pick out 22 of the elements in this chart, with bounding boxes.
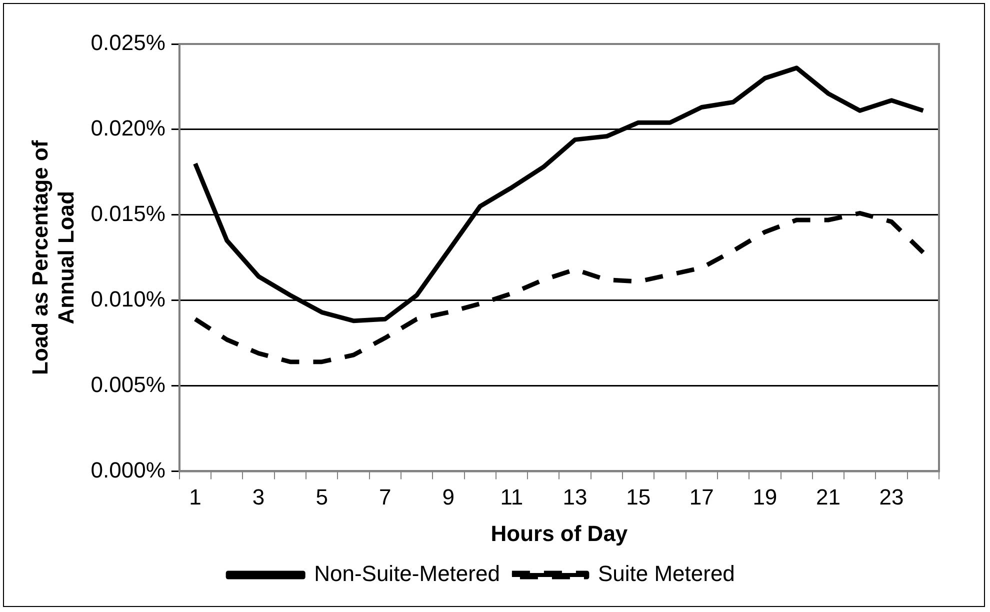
y-tick-label: 0.020% (90, 116, 166, 141)
y-tick-label: 0.000% (90, 457, 166, 482)
y-axis-title: Load as Percentage of Annual Load (27, 140, 79, 375)
x-tick-label: 17 (689, 484, 714, 510)
x-tick-label: 21 (816, 484, 840, 510)
x-tick-label: 7 (379, 484, 392, 510)
x-tick-label: 3 (252, 484, 265, 510)
x-tick-label: 13 (562, 484, 588, 510)
y-tick-label: 0.015% (90, 200, 166, 226)
x-tick-label: 5 (316, 484, 328, 510)
x-tick-label: 11 (500, 484, 524, 510)
x-axis-title: Hours of Day (490, 520, 628, 546)
x-tick-label: 23 (879, 484, 904, 510)
x-tick-label: 1 (189, 484, 202, 510)
x-tick-label: 19 (752, 484, 778, 510)
legend-label: Non-Suite-Metered (314, 561, 500, 586)
legend-label: Suite Metered (598, 561, 735, 586)
x-tick-label: 15 (626, 484, 651, 510)
x-tick-label: 9 (442, 484, 455, 510)
y-tick-label: 0.010% (90, 286, 166, 312)
y-tick-label: 0.025% (90, 30, 166, 56)
y-tick-label: 0.005% (90, 372, 166, 397)
